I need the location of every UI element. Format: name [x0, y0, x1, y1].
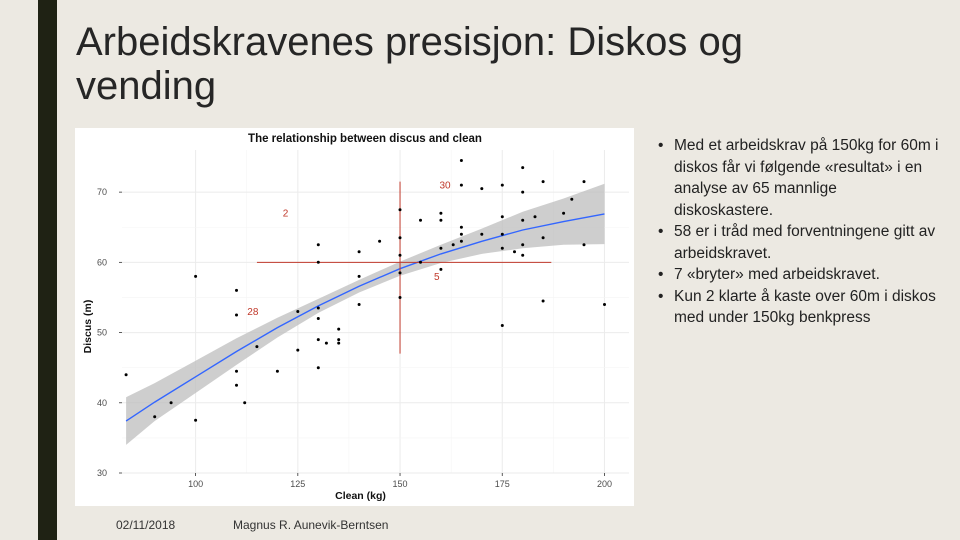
data-point — [357, 303, 361, 306]
data-point — [582, 243, 586, 247]
data-point — [500, 232, 504, 236]
data-point — [316, 366, 320, 370]
x-tick-label: 100 — [188, 479, 203, 489]
data-point — [451, 243, 455, 247]
data-point — [275, 369, 279, 373]
data-point — [194, 274, 198, 278]
bullet-list: Med et arbeidskrav på 150kg for 60m i di… — [640, 135, 940, 329]
data-point — [235, 369, 238, 373]
data-point — [124, 373, 128, 377]
data-point — [541, 180, 545, 184]
data-point — [169, 401, 173, 405]
data-point — [500, 324, 504, 327]
data-point — [459, 159, 463, 162]
y-tick-label: 70 — [97, 187, 107, 197]
footer-date: 02/11/2018 — [116, 518, 176, 532]
data-point — [316, 260, 320, 264]
data-point — [480, 232, 484, 236]
data-point — [235, 288, 238, 292]
data-point — [235, 383, 238, 387]
data-point — [439, 246, 443, 250]
bullet-item: Kun 2 klarte å kaste over 60m i diskos m… — [640, 286, 940, 329]
chart-figure: 30 2 5 28 100 125 150 175 200 30 40 50 60 70 The relat… — [75, 128, 634, 506]
chart-title: The relationship between discus and clea… — [248, 133, 482, 145]
data-point — [337, 327, 341, 331]
data-point — [439, 218, 443, 222]
data-point — [500, 215, 504, 219]
data-point — [357, 274, 361, 278]
data-point — [562, 211, 566, 215]
data-point — [459, 183, 463, 187]
data-point — [398, 253, 402, 257]
data-point — [316, 338, 320, 342]
quadrant-count-label: 2 — [283, 209, 289, 220]
data-point — [398, 236, 402, 240]
data-point — [194, 418, 198, 422]
y-tick-label: 30 — [97, 468, 107, 478]
quadrant-count-label: 28 — [247, 307, 259, 318]
data-point — [153, 415, 157, 419]
plot-panel — [122, 150, 629, 473]
data-point — [243, 401, 247, 405]
data-point — [533, 215, 537, 219]
data-point — [603, 303, 606, 306]
data-point — [316, 317, 320, 320]
data-point — [296, 310, 300, 313]
data-point — [459, 232, 463, 236]
data-point — [521, 190, 525, 194]
y-tick-label: 60 — [97, 257, 107, 267]
data-point — [378, 239, 382, 243]
bullet-item: 7 «bryter» med arbeidskravet. — [640, 264, 940, 286]
bullet-item: Med et arbeidskrav på 150kg for 60m i di… — [640, 135, 940, 221]
data-point — [541, 236, 545, 240]
data-point — [521, 243, 525, 247]
footer-author: Magnus R. Aunevik-Berntsen — [233, 518, 389, 532]
data-point — [398, 208, 402, 212]
data-point — [521, 166, 525, 170]
data-point — [337, 338, 341, 342]
data-point — [500, 183, 504, 187]
data-point — [324, 341, 328, 345]
data-point — [439, 211, 443, 215]
data-point — [398, 296, 402, 299]
bullet-item: 58 er i tråd med forventningene gitt av … — [640, 221, 940, 264]
data-point — [521, 218, 525, 222]
data-point — [337, 341, 341, 345]
y-tick-label: 40 — [97, 398, 107, 408]
data-point — [419, 260, 422, 264]
y-axis-title: Discus (m) — [82, 300, 94, 354]
left-accent-bar — [38, 0, 57, 540]
data-point — [570, 197, 574, 201]
data-point — [357, 250, 361, 254]
data-point — [419, 218, 422, 222]
data-point — [439, 267, 443, 271]
x-axis-title: Clean (kg) — [335, 490, 386, 502]
x-tick-label: 125 — [290, 479, 305, 489]
slide-title: Arbeidskravenes presisjon: Diskos og ven… — [76, 20, 743, 108]
data-point — [500, 246, 504, 250]
data-point — [235, 313, 238, 317]
data-point — [521, 253, 525, 257]
x-tick-label: 175 — [495, 479, 510, 489]
quadrant-count-label: 5 — [434, 272, 440, 283]
x-tick-label: 150 — [393, 479, 408, 489]
data-point — [398, 271, 402, 275]
data-point — [296, 348, 300, 352]
scatter-chart: 30 2 5 28 100 125 150 175 200 30 40 50 60 70 The relat… — [82, 133, 629, 502]
data-point — [582, 180, 586, 184]
data-point — [459, 239, 463, 243]
data-point — [541, 299, 545, 303]
quadrant-count-label: 30 — [439, 181, 451, 192]
trend-line — [125, 213, 605, 422]
y-tick-label: 50 — [97, 328, 107, 338]
x-tick-label: 200 — [597, 479, 612, 489]
data-point — [255, 345, 259, 349]
confidence-band — [126, 183, 605, 445]
data-point — [316, 306, 320, 310]
data-point — [459, 225, 463, 229]
data-point — [316, 243, 320, 247]
data-point — [513, 250, 516, 254]
data-point — [480, 187, 484, 191]
